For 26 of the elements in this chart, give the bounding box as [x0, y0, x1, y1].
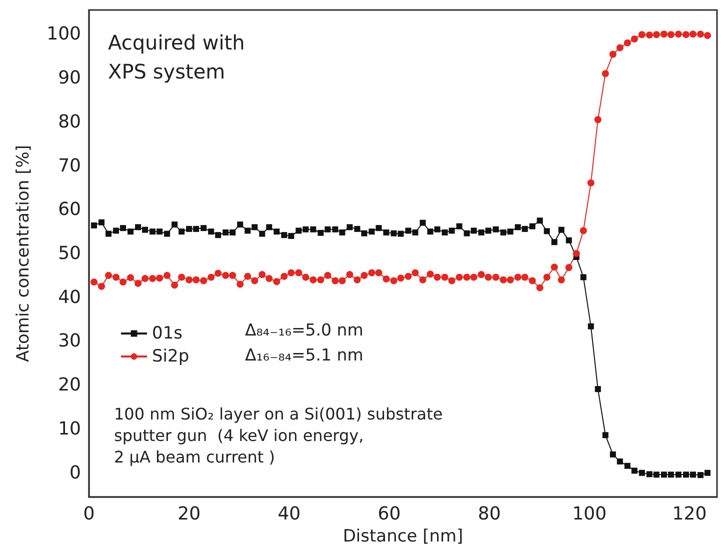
annotation: Δ₈₄₋₁₆=5.0 nm [245, 320, 364, 340]
y-tick-label: 100 [46, 24, 81, 45]
y-tick-label: 40 [58, 286, 81, 308]
x-tick-label: 80 [478, 504, 501, 524]
y-tick-label: 0 [70, 462, 81, 484]
y-tick-label: 20 [58, 374, 81, 396]
y-axis-title: Atomic concentration [%] [14, 145, 34, 362]
legend-label: Si2p [152, 346, 190, 366]
x-tick-label: 100 [572, 504, 607, 524]
y-tick-label: 50 [58, 243, 81, 264]
y-tick-label: 90 [58, 68, 81, 89]
x-tick-label: 120 [672, 504, 707, 524]
y-tick-label: 80 [58, 111, 81, 132]
x-axis-title: Distance [nm] [342, 526, 464, 546]
x-tick-label: 20 [178, 504, 201, 524]
y-tick-label: 30 [58, 330, 81, 352]
x-tick-label: 60 [378, 504, 401, 524]
x-tick-label: 0 [83, 504, 95, 524]
annotation: Δ₁₆₋₈₄=5.1 nm [245, 346, 364, 364]
x-tick-label: 40 [278, 504, 301, 524]
y-tick-label: 70 [58, 155, 81, 176]
annotation: Acquired with XPS system [108, 30, 245, 84]
annotation: 100 nm SiO₂ layer on a Si(001) substrate sputter gun (4 keV ion energy, 2 µA beam current ) [114, 404, 443, 466]
y-tick-label: 60 [58, 199, 81, 220]
y-tick-label: 10 [58, 418, 81, 440]
legend-label: 01s [152, 324, 183, 344]
